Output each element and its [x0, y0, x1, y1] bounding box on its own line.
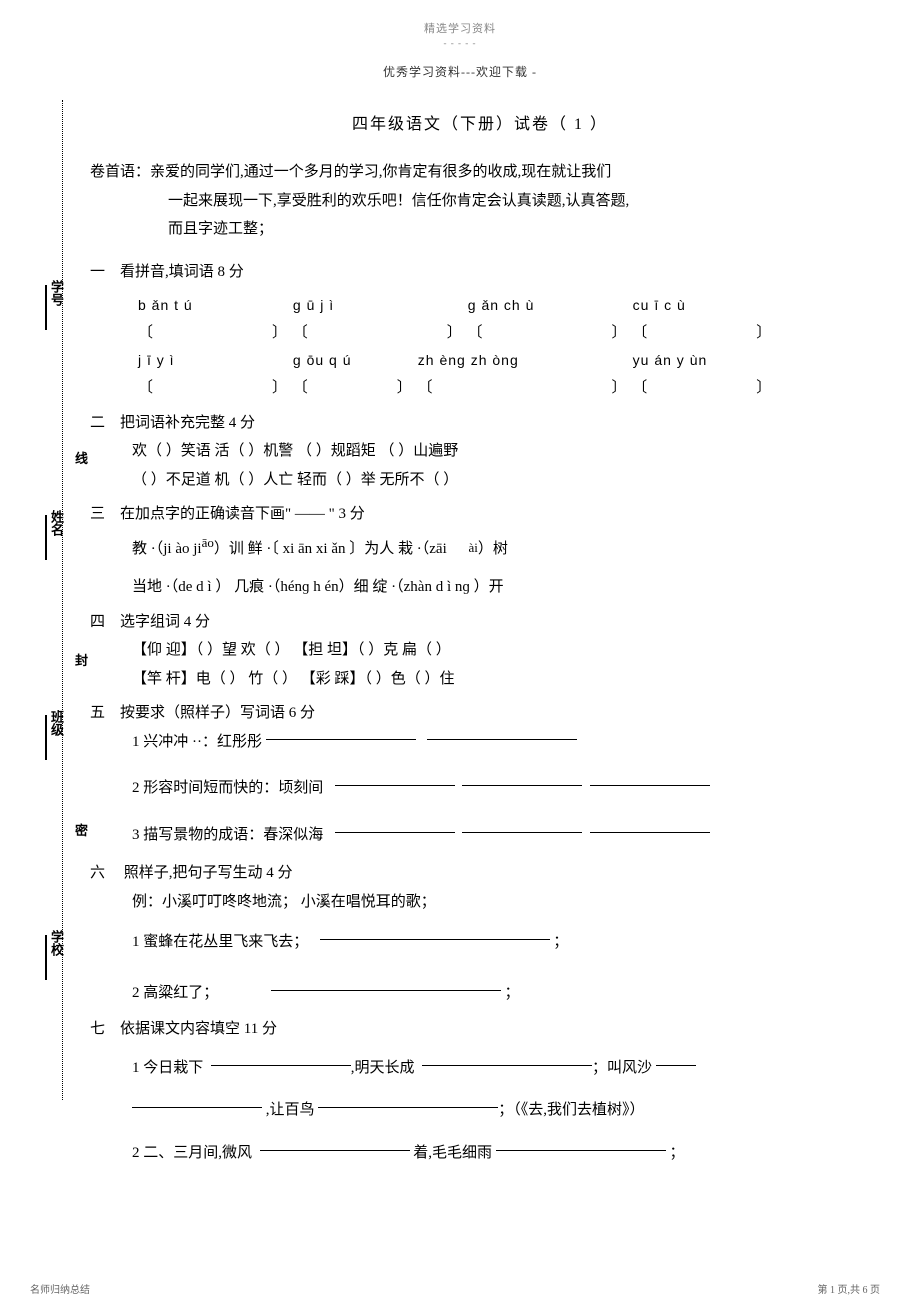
q1: 一看拼音,填词语 8 分 b ǎn t ú ɡ ū j ì ɡ ǎn ch ù …: [90, 258, 870, 403]
intro-l1: 卷首语：亲爱的同学们,通过一个多月的学习,你肯定有很多的收成,现在就让我们: [90, 158, 870, 187]
q1-p2d: yu án y ùn: [633, 347, 793, 374]
q7-i2: ,让百鸟 ；（《去,我们去植树》）: [90, 1096, 870, 1125]
q5-label: 五: [90, 699, 120, 728]
q1-p1a: b ǎn t ú: [138, 292, 288, 319]
seal-xian: 线: [75, 448, 88, 467]
q5-i2: 2 形容时间短而快的：顷刻间: [90, 774, 870, 803]
q3-l1: 教 ·（ji ào jiāo）训 鲜 ·〔 xi ān xi ǎn 〕为人 栽 …: [90, 535, 870, 564]
q2-l2: （ ）不足道 机（ ）人亡 轻而（ ）举 无所不（ ）: [90, 466, 870, 495]
top-header: 精选学习资料: [0, 0, 920, 36]
label-xuehao: 学号: [45, 280, 66, 330]
q4-label: 四: [90, 608, 120, 637]
seal-mi: 密: [75, 820, 88, 839]
q1-p2c: zh ènɡ zh ònɡ: [418, 347, 628, 374]
q4-l1: 【仰 迎】（ ）望 欢（ ） 【担 坦】（ ）克 扁（ ）: [90, 636, 870, 665]
q6-i1: 1 蜜蜂在花丛里飞来飞去； ；: [90, 928, 870, 957]
q4-text: 选字组词 4 分: [120, 614, 210, 630]
paper-title: 四年级语文（下册）试卷（ 1 ）: [90, 110, 870, 140]
q5: 五按要求（照样子）写词语 6 分 1 兴冲冲 ··：红彤彤 2 形容时间短而快的…: [90, 699, 870, 849]
q7: 七依据课文内容填空 11 分 1 今日栽下 ,明天长成 ；叫风沙 ,让百鸟 ；（…: [90, 1015, 870, 1167]
q7-label: 七: [90, 1015, 120, 1044]
q3-label: 三: [90, 500, 120, 529]
q7-i1: 1 今日栽下 ,明天长成 ；叫风沙: [90, 1054, 870, 1083]
q7-i3: 2 二、三月间,微风 着,毛毛细雨 ；: [90, 1139, 870, 1168]
sub-header: 优秀学习资料---欢迎下载 -: [0, 48, 920, 80]
intro-l2: 一起来展现一下,享受胜利的欢乐吧！信任你肯定会认真读题,认真答题,: [90, 187, 870, 216]
q3: 三在加点字的正确读音下画" —— " 3 分 教 ·（ji ào jiāo）训 …: [90, 500, 870, 602]
q1-p1d: cu ī c ù: [633, 292, 793, 319]
q1-p1b: ɡ ū j ì: [293, 292, 463, 319]
q2: 二把词语补充完整 4 分 欢（ ）笑语 活（ ）机警 （ ）规蹈矩 （ ）山遍野…: [90, 409, 870, 495]
q3-text: 在加点字的正确读音下画" —— " 3 分: [120, 506, 365, 522]
q5-i1: 1 兴冲冲 ··：红彤彤: [90, 728, 870, 757]
q2-label: 二: [90, 409, 120, 438]
q4-l2: 【竿 杆】电（ ） 竹（ ） 【彩 踩】（ ）色（ ）住: [90, 665, 870, 694]
q5-i3: 3 描写景物的成语：春深似海: [90, 821, 870, 850]
q2-l1: 欢（ ）笑语 活（ ）机警 （ ）规蹈矩 （ ）山遍野: [90, 437, 870, 466]
label-banji: 班级: [45, 710, 66, 760]
top-dashes: - - - - -: [0, 36, 920, 48]
q6-ex: 例：小溪叮叮咚咚地流； 小溪在唱悦耳的歌；: [90, 888, 870, 917]
label-xuexiao: 学校: [45, 930, 66, 980]
seal-feng: 封: [75, 650, 88, 669]
q4: 四选字组词 4 分 【仰 迎】（ ）望 欢（ ） 【担 坦】（ ）克 扁（ ） …: [90, 608, 870, 694]
q1-p1c: ɡ ǎn ch ù: [468, 292, 628, 319]
vertical-labels: 学号 线 姓名 封 班级 密 学校: [20, 100, 70, 1100]
label-xingming: 姓名: [45, 510, 66, 560]
q1-label: 一: [90, 258, 120, 287]
q2-text: 把词语补充完整 4 分: [120, 415, 255, 431]
q1-text: 看拼音,填词语 8 分: [120, 264, 244, 280]
q6-label: 六: [90, 859, 120, 888]
main-content: 四年级语文（下册）试卷（ 1 ） 卷首语：亲爱的同学们,通过一个多月的学习,你肯…: [90, 110, 870, 1173]
footer-right: 第 1 页,共 6 页: [818, 1281, 881, 1296]
footer-left: 名师归纳总结: [30, 1281, 90, 1296]
q6-i2: 2 高粱红了； ；: [90, 979, 870, 1008]
q6-text: 照样子,把句子写生动 4 分: [124, 865, 293, 881]
q1-p2b: ɡ ōu q ú: [293, 347, 413, 374]
q7-text: 依据课文内容填空 11 分: [120, 1021, 277, 1037]
intro-l3: 而且字迹工整；: [90, 215, 870, 244]
q5-text: 按要求（照样子）写词语 6 分: [120, 705, 315, 721]
intro-block: 卷首语：亲爱的同学们,通过一个多月的学习,你肯定有很多的收成,现在就让我们 一起…: [90, 158, 870, 244]
q6: 六 照样子,把句子写生动 4 分 例：小溪叮叮咚咚地流； 小溪在唱悦耳的歌； 1…: [90, 859, 870, 1007]
q1-p2a: j ī y ì: [138, 347, 288, 374]
q3-l2: 当地 ·（de d ì ） 几痕 ·（hénɡ h én）细 绽 ·（zhàn …: [90, 573, 870, 602]
